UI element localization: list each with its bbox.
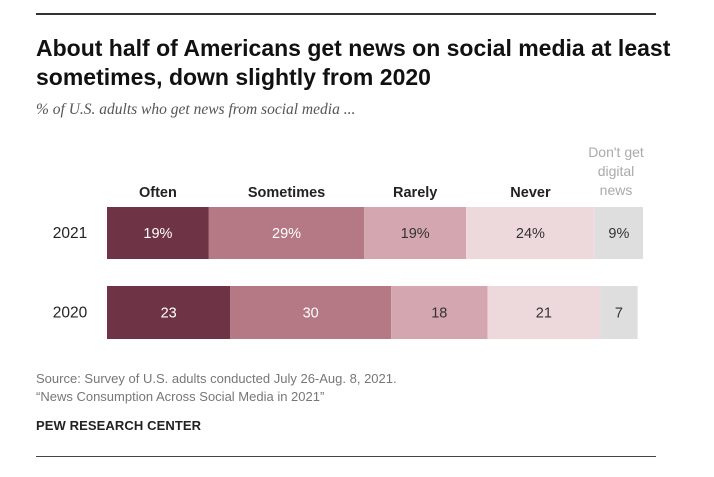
legend-dont-get-line-2: digital <box>598 163 635 179</box>
bar-2020-dont-get <box>600 286 638 339</box>
bar-2020-sometimes <box>230 286 392 339</box>
bar-2021-never <box>466 207 595 259</box>
legend-never: Never <box>510 185 551 201</box>
chart-subtitle: % of U.S. adults who get news from socia… <box>36 101 356 118</box>
chart-title: About half of Americans get news on soci… <box>36 35 671 90</box>
bar-2021-dont-get <box>594 207 643 259</box>
source-note: Source: Survey of U.S. adults conducted … <box>36 371 397 386</box>
bottom-rule <box>36 456 656 457</box>
bar-2021-rarely <box>364 207 467 259</box>
data-label-2020-dont-get: 7 <box>615 306 623 322</box>
data-label-2020-often: 23 <box>161 306 177 322</box>
data-label-2020-rarely: 18 <box>431 306 447 322</box>
legend-sometimes: Sometimes <box>248 185 325 201</box>
legend-dont-get-line-3: news <box>600 182 633 198</box>
top-rule <box>36 13 656 15</box>
stacked-bar-chart: Often Sometimes Rarely Never Don't get digita… <box>53 144 644 339</box>
data-label-2021-dont-get: 9% <box>608 226 629 242</box>
legend-often: Often <box>139 185 177 201</box>
row-label-2021: 2021 <box>53 225 87 242</box>
bar-2020-often <box>107 286 231 339</box>
legend-dont-get-line-1: Don't get <box>588 144 644 160</box>
organization-label: PEW RESEARCH CENTER <box>36 418 202 433</box>
data-label-2021-often: 19% <box>143 226 172 242</box>
bar-2020-never <box>487 286 601 339</box>
row-label-2020: 2020 <box>53 305 88 322</box>
legend-rarely: Rarely <box>393 185 437 201</box>
report-note: “News Consumption Across Social Media in… <box>36 389 325 404</box>
bar-2020-rarely <box>391 286 488 339</box>
data-label-2021-never: 24% <box>516 226 545 242</box>
bar-2021-often <box>107 207 209 259</box>
data-label-2021-sometimes: 29% <box>272 226 301 242</box>
data-label-2020-sometimes: 30 <box>303 306 319 322</box>
data-label-2021-rarely: 19% <box>401 226 430 242</box>
data-label-2020-never: 21 <box>536 306 552 322</box>
bar-2021-sometimes <box>208 207 365 259</box>
